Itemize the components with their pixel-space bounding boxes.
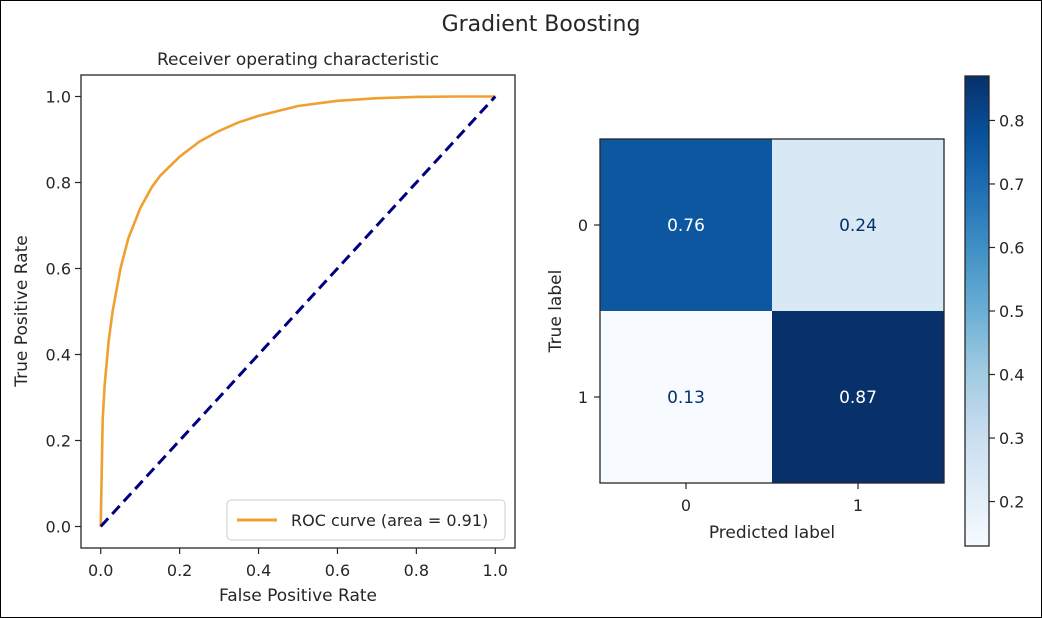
colorbar-tick-label: 0.2 — [999, 493, 1024, 512]
colorbar-tick-label: 0.6 — [999, 238, 1024, 257]
roc-legend: ROC curve (area = 0.91) — [226, 499, 506, 541]
cm-cell-0-1 — [772, 139, 944, 311]
roc-plot: Receiver operating characteristic 0.0 0.2… — [12, 50, 516, 606]
figure-title: Gradient Boosting — [442, 12, 641, 37]
cm-value-label-1-1: 0.87 — [839, 388, 877, 408]
roc-y-tick-label: 0.2 — [46, 432, 71, 451]
cm-cell-0-0 — [600, 139, 772, 311]
colorbar-tick-label: 0.3 — [999, 429, 1024, 448]
cm-x-axis-label: Predicted label — [709, 523, 835, 543]
cm-y-axis-label: True label — [546, 270, 566, 354]
roc-y-tick-label: 0.8 — [46, 174, 71, 193]
cm-y-tick-label: 0 — [578, 216, 588, 235]
confusion-matrix-cells: 0.76 0.24 0.13 0.87 — [600, 139, 944, 483]
cm-axes-frame — [599, 138, 945, 484]
colorbar-gradient — [965, 76, 989, 546]
roc-x-tick-label: 0.4 — [246, 561, 271, 580]
roc-curve-line — [99, 95, 496, 527]
chance-diagonal-line — [99, 95, 497, 528]
roc-title: Receiver operating characteristic — [157, 50, 439, 70]
roc-y-axis-label: True Positive Rate — [12, 235, 32, 387]
legend-label-roc-curve: ROC curve (area = 0.91) — [291, 511, 488, 530]
roc-y-ticks: 0.0 0.2 0.4 0.6 0.8 1.0 — [46, 88, 81, 537]
roc-y-tick-label: 0.4 — [46, 346, 71, 365]
colorbar-ticks: 0.2 0.3 0.4 0.5 0.6 0.7 0.8 — [989, 111, 1024, 512]
cm-y-ticks: 01 — [578, 216, 600, 407]
roc-y-tick-label: 0.6 — [46, 260, 71, 279]
colorbar-tick-label: 0.5 — [999, 302, 1024, 321]
colorbar: 0.2 0.3 0.4 0.5 0.6 0.7 0.8 — [964, 75, 1024, 547]
cm-value-label-1-0: 0.13 — [667, 388, 705, 408]
cm-x-tick-label: 1 — [853, 496, 863, 515]
colorbar-tick-label: 0.7 — [999, 175, 1024, 194]
roc-x-ticks: 0.0 0.2 0.4 0.6 0.8 1.0 — [88, 548, 508, 580]
legend-box — [226, 499, 506, 541]
roc-x-tick-label: 0.0 — [88, 561, 113, 580]
colorbar-tick-label: 0.8 — [999, 111, 1024, 130]
roc-y-tick-label: 1.0 — [46, 88, 71, 107]
roc-y-tick-label: 0.0 — [46, 518, 71, 537]
colorbar-tick-label: 0.4 — [999, 366, 1024, 385]
cm-y-tick-label: 1 — [578, 388, 588, 407]
cm-value-label-0-1: 0.24 — [839, 216, 877, 236]
roc-series-group — [99, 95, 497, 528]
roc-x-tick-label: 0.8 — [404, 561, 429, 580]
cm-cell-1-0 — [600, 311, 772, 483]
cm-value-label-0-0: 0.76 — [667, 216, 705, 236]
roc-x-axis-label: False Positive Rate — [219, 586, 377, 606]
roc-x-tick-label: 1.0 — [483, 561, 508, 580]
cm-x-tick-label: 0 — [681, 496, 691, 515]
cm-cell-1-1 — [772, 311, 944, 483]
roc-axes-frame — [80, 74, 516, 549]
roc-x-tick-label: 0.2 — [167, 561, 192, 580]
roc-x-tick-label: 0.6 — [325, 561, 350, 580]
